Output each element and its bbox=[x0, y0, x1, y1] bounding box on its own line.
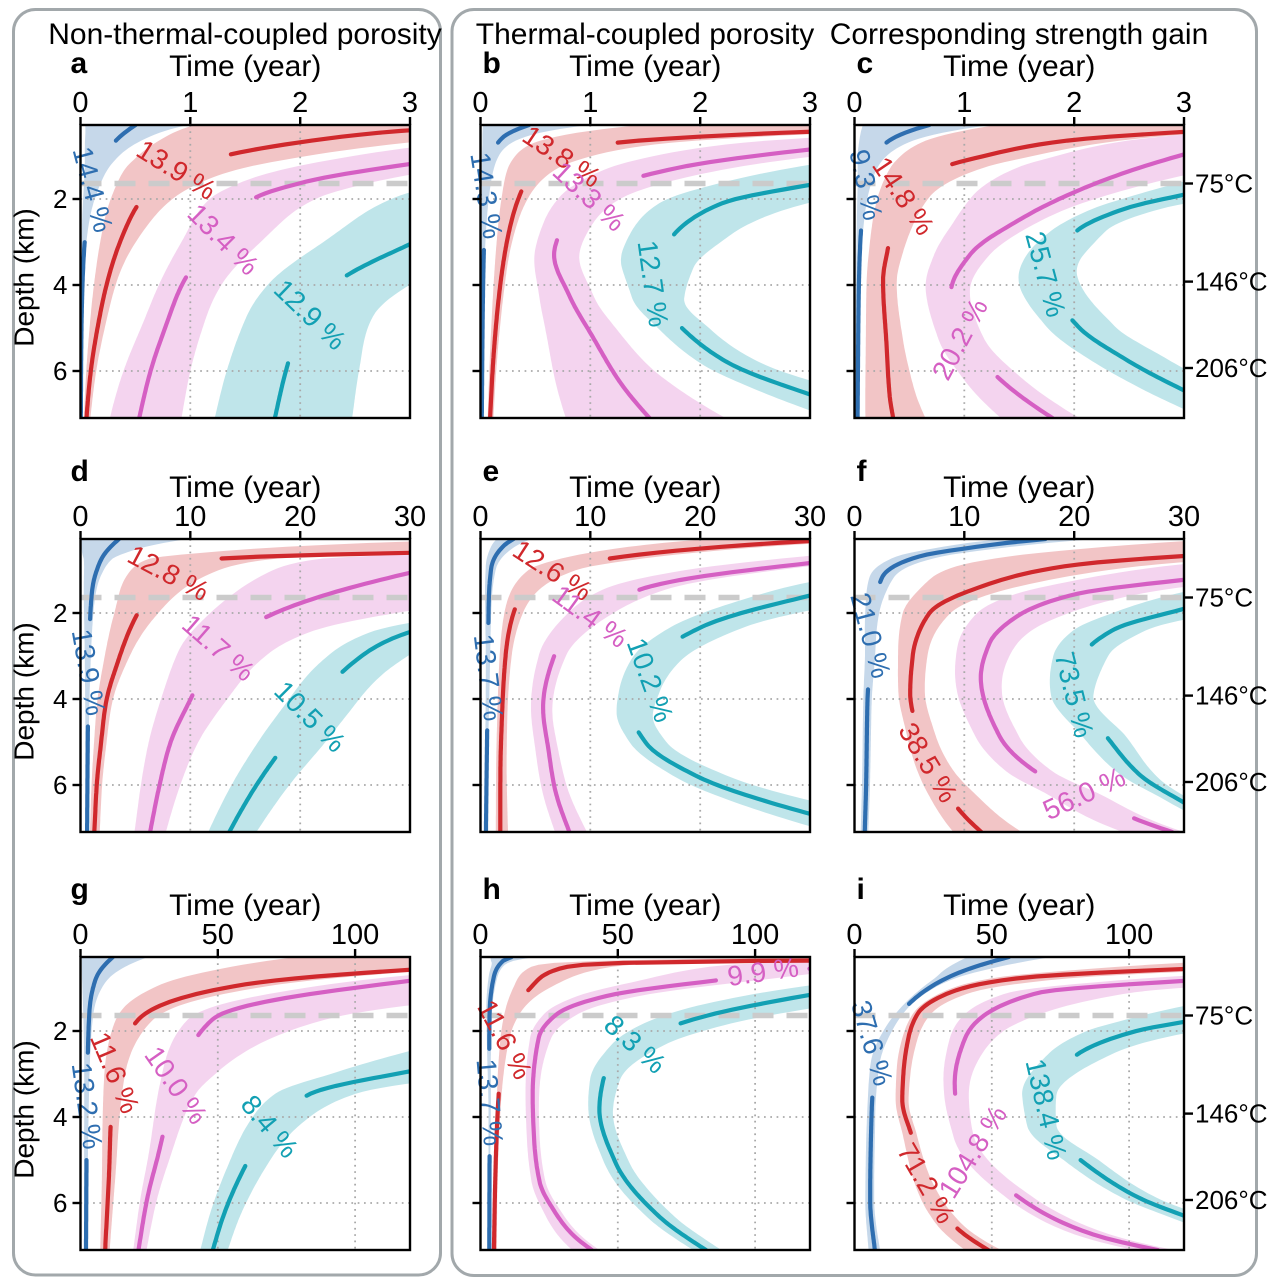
svg-text:2: 2 bbox=[292, 87, 308, 119]
svg-text:1: 1 bbox=[582, 87, 598, 119]
svg-text:0: 0 bbox=[72, 87, 88, 119]
svg-text:i: i bbox=[857, 873, 865, 906]
svg-text:3: 3 bbox=[402, 87, 418, 119]
svg-text:13.7 %: 13.7 % bbox=[471, 1058, 509, 1148]
svg-text:20: 20 bbox=[284, 501, 316, 533]
svg-text:75°C: 75°C bbox=[1195, 583, 1253, 613]
svg-text:f: f bbox=[857, 455, 868, 488]
svg-text:e: e bbox=[483, 455, 500, 488]
svg-text:206°C: 206°C bbox=[1195, 767, 1268, 797]
svg-text:100: 100 bbox=[1105, 919, 1153, 951]
svg-text:Time (year): Time (year) bbox=[569, 471, 721, 504]
svg-text:50: 50 bbox=[976, 919, 1008, 951]
svg-text:146°C: 146°C bbox=[1195, 267, 1268, 297]
svg-text:2: 2 bbox=[53, 184, 67, 214]
svg-text:Time (year): Time (year) bbox=[943, 471, 1095, 504]
svg-text:6: 6 bbox=[53, 356, 67, 386]
svg-text:d: d bbox=[71, 455, 89, 488]
svg-text:50: 50 bbox=[202, 919, 234, 951]
svg-text:0: 0 bbox=[472, 87, 488, 119]
svg-text:b: b bbox=[483, 47, 501, 80]
svg-text:4: 4 bbox=[53, 684, 67, 714]
svg-text:75°C: 75°C bbox=[1195, 1001, 1253, 1031]
svg-text:Depth (km): Depth (km) bbox=[9, 1040, 40, 1178]
svg-text:4: 4 bbox=[53, 270, 67, 300]
svg-text:20: 20 bbox=[1058, 501, 1090, 533]
svg-text:2: 2 bbox=[53, 598, 67, 628]
svg-text:Non-thermal-coupled porosity: Non-thermal-coupled porosity bbox=[48, 18, 442, 51]
svg-text:146°C: 146°C bbox=[1195, 681, 1268, 711]
svg-text:30: 30 bbox=[1168, 501, 1200, 533]
svg-text:4: 4 bbox=[53, 1102, 67, 1132]
svg-text:0: 0 bbox=[846, 919, 862, 951]
svg-text:Time (year): Time (year) bbox=[943, 50, 1095, 83]
svg-text:h: h bbox=[483, 873, 501, 906]
svg-text:0: 0 bbox=[846, 87, 862, 119]
svg-text:g: g bbox=[71, 873, 89, 906]
svg-text:6: 6 bbox=[53, 770, 67, 800]
svg-text:0: 0 bbox=[72, 501, 88, 533]
svg-text:1: 1 bbox=[956, 87, 972, 119]
svg-text:Time (year): Time (year) bbox=[169, 50, 321, 83]
svg-text:a: a bbox=[71, 47, 88, 80]
svg-text:3: 3 bbox=[802, 87, 818, 119]
svg-text:0: 0 bbox=[472, 501, 488, 533]
svg-text:75°C: 75°C bbox=[1195, 169, 1253, 199]
svg-text:3: 3 bbox=[1176, 87, 1192, 119]
svg-text:Depth (km): Depth (km) bbox=[9, 208, 40, 346]
svg-text:30: 30 bbox=[794, 501, 826, 533]
svg-text:100: 100 bbox=[331, 919, 379, 951]
svg-text:2: 2 bbox=[1066, 87, 1082, 119]
svg-text:Time (year): Time (year) bbox=[169, 889, 321, 922]
svg-text:30: 30 bbox=[394, 501, 426, 533]
svg-text:1: 1 bbox=[182, 87, 198, 119]
svg-text:Time (year): Time (year) bbox=[943, 889, 1095, 922]
svg-text:10: 10 bbox=[574, 501, 606, 533]
svg-text:50: 50 bbox=[602, 919, 634, 951]
svg-text:0: 0 bbox=[472, 919, 488, 951]
svg-text:c: c bbox=[857, 47, 874, 80]
svg-text:100: 100 bbox=[731, 919, 779, 951]
svg-text:Time (year): Time (year) bbox=[569, 50, 721, 83]
svg-text:Depth (km): Depth (km) bbox=[9, 622, 40, 760]
svg-text:10: 10 bbox=[948, 501, 980, 533]
svg-text:146°C: 146°C bbox=[1195, 1099, 1268, 1129]
svg-text:2: 2 bbox=[53, 1016, 67, 1046]
svg-text:0: 0 bbox=[72, 919, 88, 951]
svg-text:206°C: 206°C bbox=[1195, 1185, 1268, 1215]
svg-text:10: 10 bbox=[174, 501, 206, 533]
svg-text:2: 2 bbox=[692, 87, 708, 119]
svg-text:6: 6 bbox=[53, 1188, 67, 1218]
svg-text:Time (year): Time (year) bbox=[569, 889, 721, 922]
svg-text:Time (year): Time (year) bbox=[169, 471, 321, 504]
svg-text:Corresponding strength gain: Corresponding strength gain bbox=[830, 18, 1209, 51]
svg-text:20: 20 bbox=[684, 501, 716, 533]
svg-text:206°C: 206°C bbox=[1195, 353, 1268, 383]
svg-text:Thermal-coupled porosity: Thermal-coupled porosity bbox=[476, 18, 814, 51]
svg-text:0: 0 bbox=[846, 501, 862, 533]
